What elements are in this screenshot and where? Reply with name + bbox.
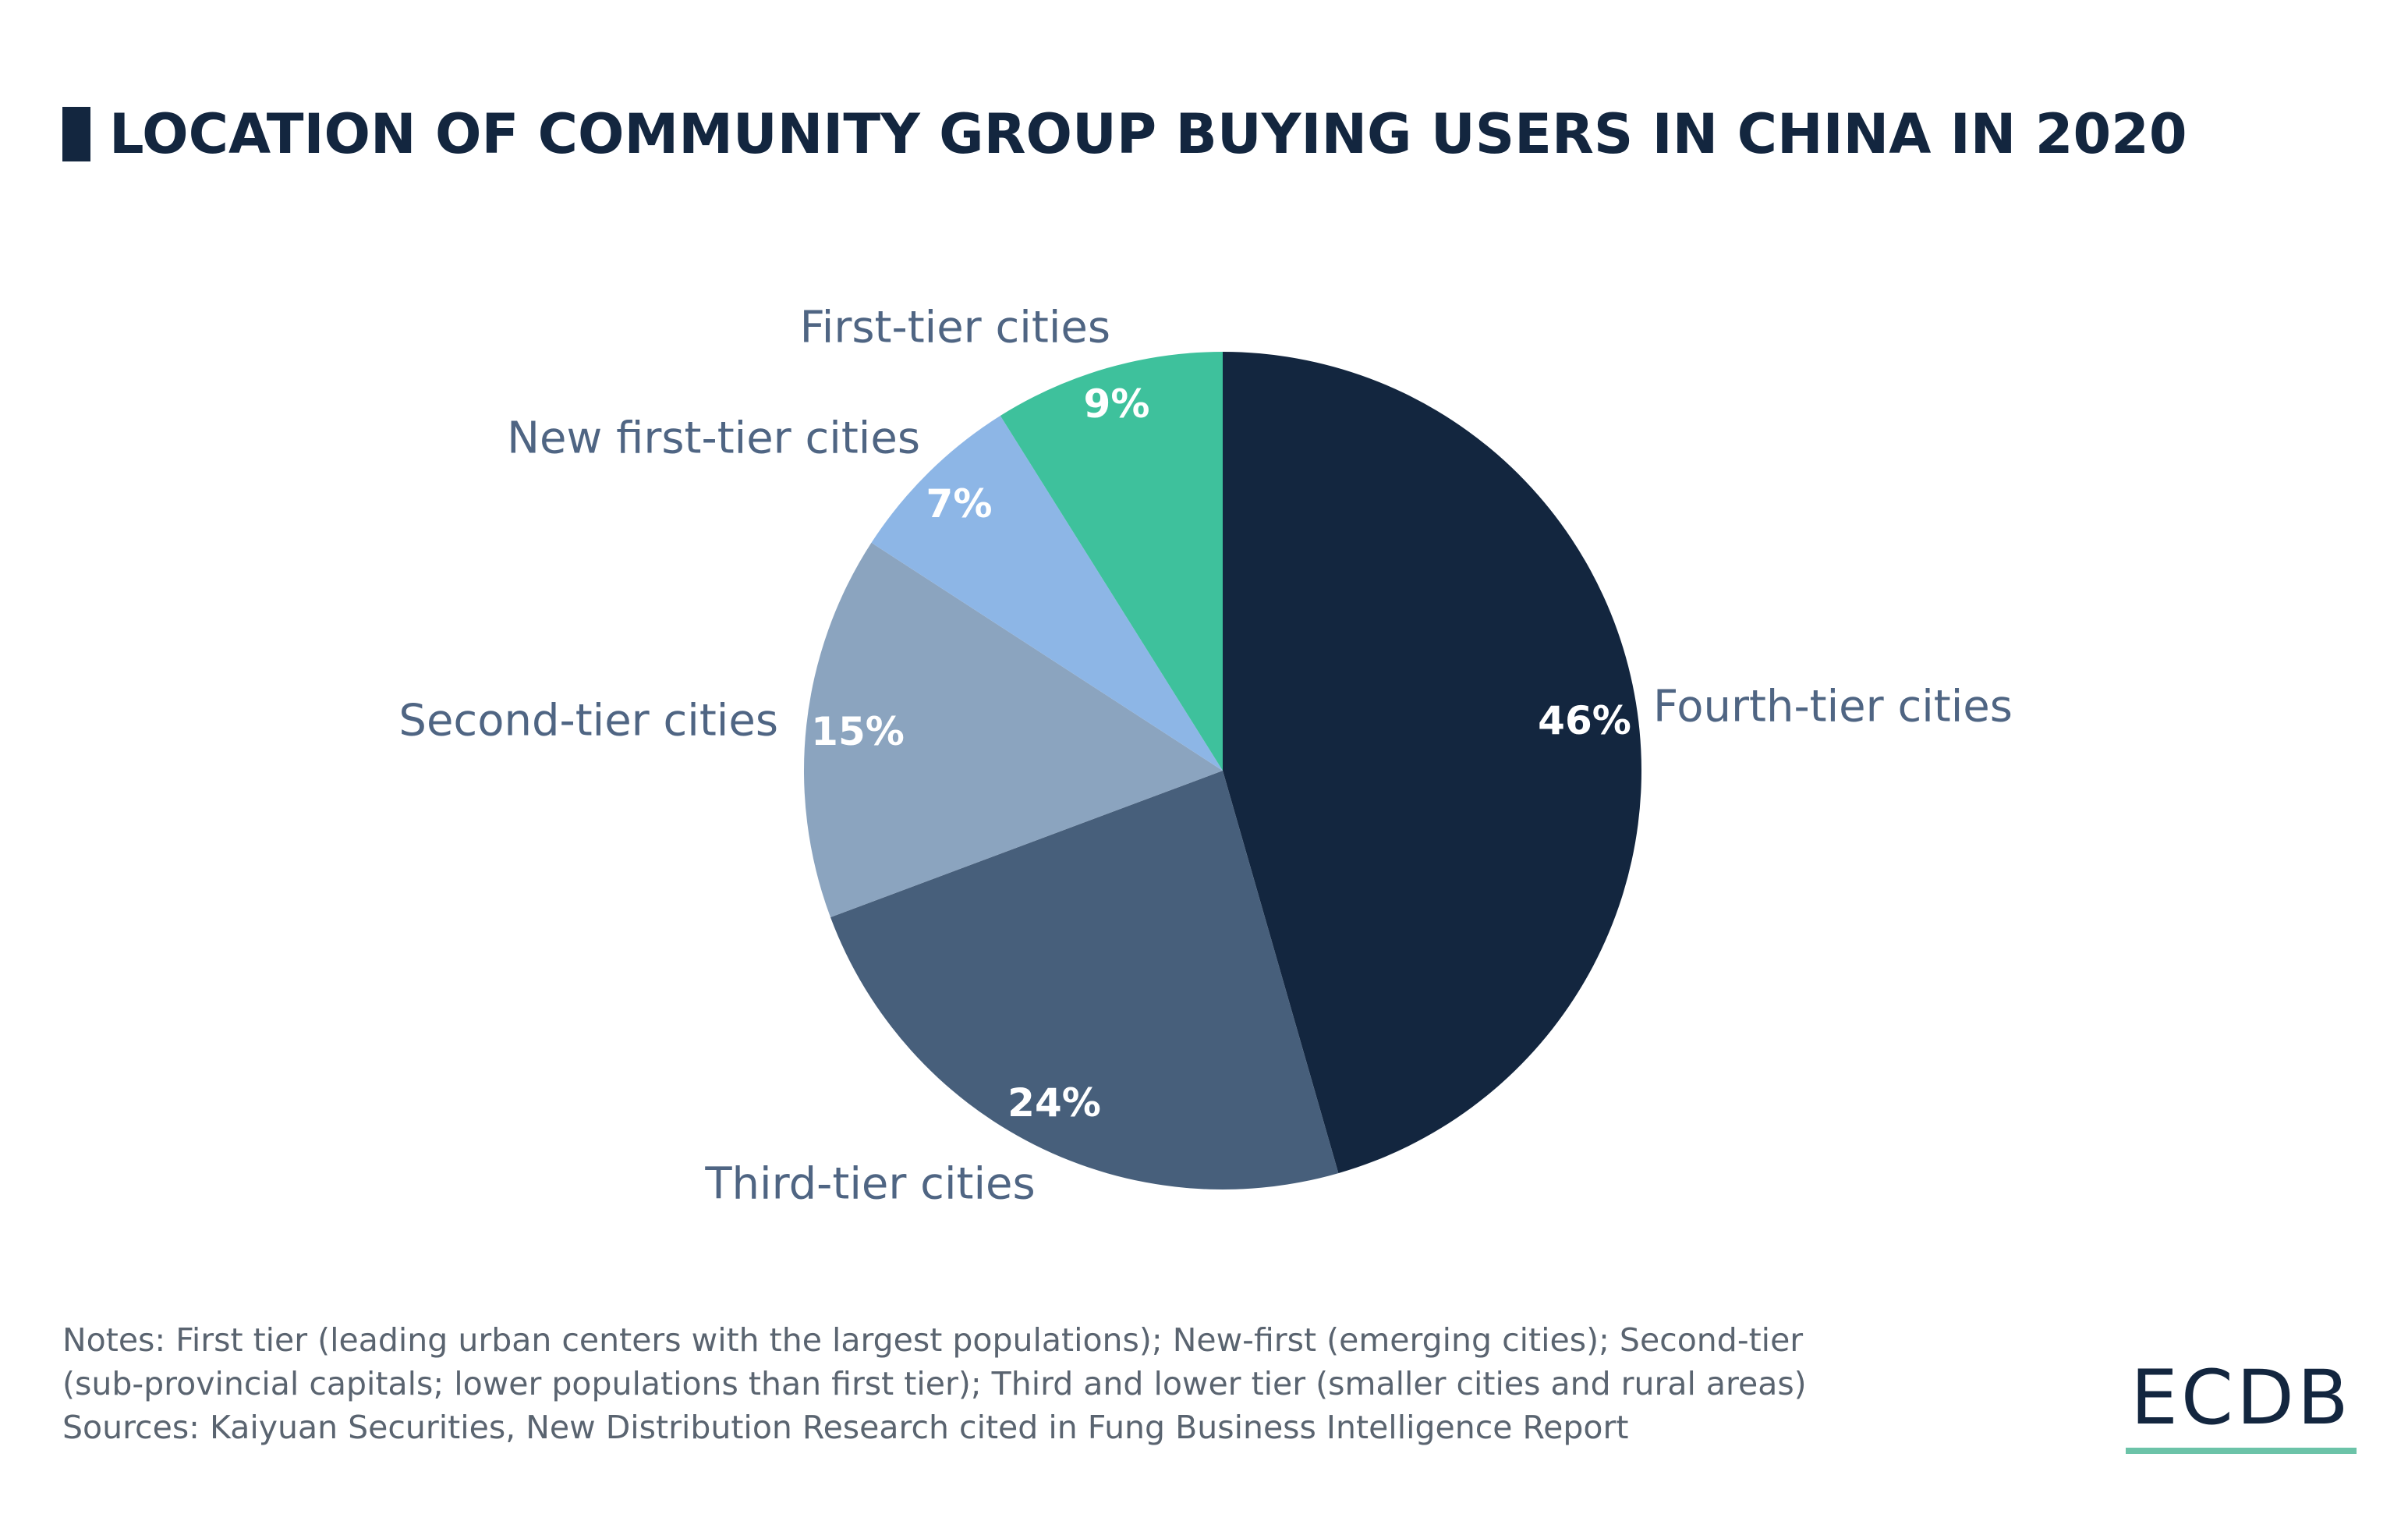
chart-title: LOCATION OF COMMUNITY GROUP BUYING USERS… [62,100,2187,168]
pie-slice-second-tier-cities [803,542,1223,918]
notes-line-1: Notes: First tier (leading urban centers… [62,1321,1804,1359]
logo-underline [2126,1448,2357,1454]
ecdb-logo: ECDB [2126,1359,2357,1454]
notes-line-2: (sub-provincial capitals; lower populati… [62,1365,1807,1402]
pie-category-label: Third-tier cities [704,1159,1035,1210]
pie-value-label: 9% [1084,381,1150,427]
pie-slice-fourth-tier-cities [1223,352,1642,1174]
pie-category-label: First-tier cities [800,303,1110,353]
pie-value-label: 46% [1538,698,1631,743]
pie-slices [803,352,1642,1190]
pie-value-label: 24% [1007,1080,1101,1126]
pie-slice-new-first-tier-cities [871,415,1223,771]
title-marker [62,107,90,161]
pie-value-label: 7% [926,481,993,526]
pie-value-labels: 46% 24% 15% 7% 9% [811,381,1631,1126]
pie-category-label: Second-tier cities [398,696,778,746]
chart-title-text: LOCATION OF COMMUNITY GROUP BUYING USERS… [109,102,2187,166]
pie-slice-third-tier-cities [830,771,1339,1190]
pie-category-label: New first-tier cities [507,413,920,464]
pie-slice-first-tier-cities [1000,352,1223,771]
pie-category-labels: Fourth-tier cities Third-tier cities Secon… [398,303,2013,1210]
notes-line-3: Sources: Kaiyuan Securities, New Distrib… [62,1409,1629,1446]
pie-category-label: Fourth-tier cities [1653,682,2013,732]
logo-text: ECDB [2130,1354,2352,1441]
notes: Notes: First tier (leading urban centers… [62,1318,1807,1449]
pie-value-label: 15% [811,709,905,754]
